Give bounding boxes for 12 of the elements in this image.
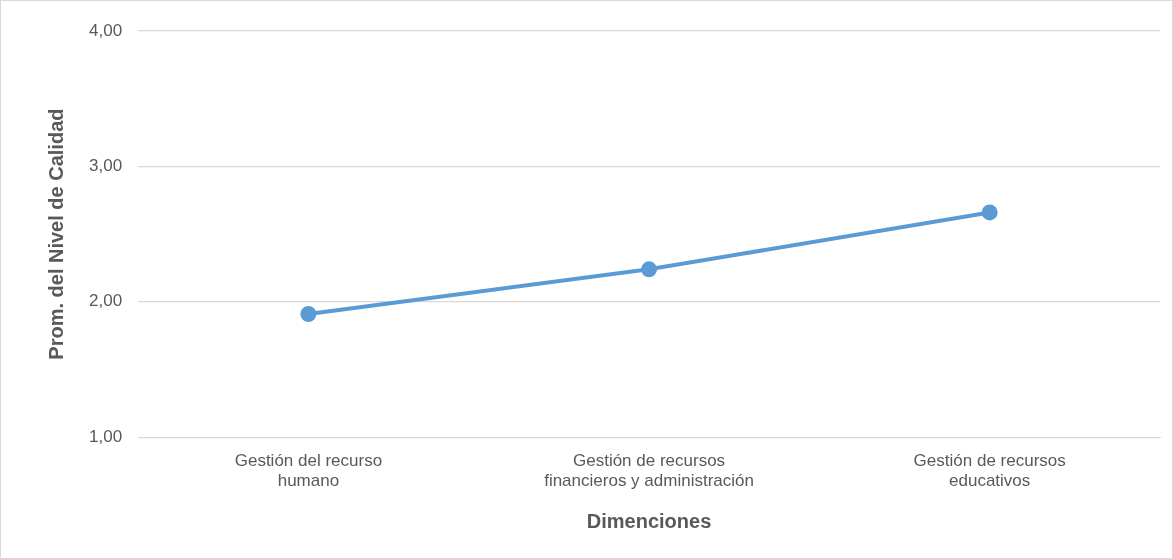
x-tick-label: Gestión del recurso humano [234, 451, 383, 491]
x-tick-label: Gestión de recursos educativos [913, 451, 1066, 491]
point [981, 204, 998, 221]
y-tick-label: 4,00 [88, 20, 123, 40]
y-tick-label: 1,00 [88, 426, 123, 446]
y-tick-label: 3,00 [88, 156, 123, 176]
y-tick-label: 2,00 [88, 291, 123, 311]
y-axis-title: Prom. del Nivel de Calidad [44, 108, 67, 360]
x-axis-title: Dimenciones [586, 509, 712, 532]
point [641, 261, 658, 278]
point [300, 305, 317, 322]
x-tick-label: Gestión de recursos financieros y administración [544, 451, 754, 491]
